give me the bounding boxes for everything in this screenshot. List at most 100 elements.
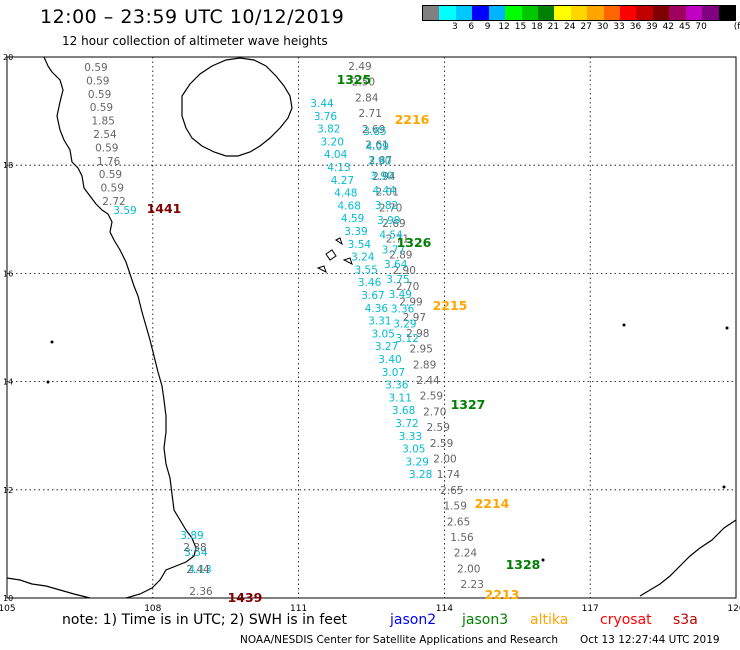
- wave-height-value: 2.24: [454, 548, 478, 560]
- colorbar-label: 18: [531, 22, 543, 32]
- wave-height-value: 3.36: [385, 380, 409, 392]
- pass-time-label: 1441: [147, 201, 182, 216]
- wave-height-value: 4.13: [188, 564, 211, 576]
- wave-height-value: 4.54: [379, 230, 403, 242]
- pass-time-label: 1327: [451, 397, 486, 412]
- wave-height-value: 2.94: [372, 171, 396, 183]
- wave-height-value: 3.67: [361, 290, 384, 302]
- y-tick-label: 20: [3, 53, 13, 62]
- wave-height-value: 3.75: [386, 274, 409, 286]
- wave-height-value: 0.59: [88, 89, 111, 101]
- colorbar-swatch: [636, 6, 653, 20]
- colorbar-swatch: [423, 6, 440, 20]
- colorbar-label: 15: [514, 22, 527, 32]
- pass-time-label: 2214: [475, 496, 510, 511]
- wave-height-value: 2.59: [420, 391, 443, 403]
- wave-height-value: 3.64: [384, 259, 408, 271]
- axis-ticks: 105 108 111 114 117 120 20 18 16 14 12 10: [0, 53, 740, 614]
- wave-height-value: 2.70: [396, 281, 419, 293]
- wave-height-values: 0.590.590.590.591.852.540.591.760.590.59…: [84, 61, 484, 598]
- wave-height-value: 4.13: [327, 162, 350, 174]
- wave-height-value: 3.40: [378, 354, 401, 366]
- wave-height-value: 2.71: [386, 234, 409, 246]
- colorbar-swatch: [537, 6, 555, 20]
- colorbar-label: 9: [484, 22, 491, 32]
- colorbar-swatch: [718, 6, 736, 20]
- wave-height-value: 3.27: [375, 341, 398, 353]
- wave-height-value: 3.54: [348, 239, 372, 251]
- page-subtitle: 12 hour collection of altimeter wave hei…: [62, 34, 328, 48]
- wave-height-value: 2.70: [423, 406, 446, 418]
- wave-height-value: 3.90: [368, 156, 391, 168]
- wave-height-value: 3.54: [184, 547, 208, 559]
- wave-height-value: 3.05: [402, 444, 425, 456]
- wave-height-value: 2.72: [102, 196, 125, 208]
- pass-time-label: 1439: [228, 590, 263, 605]
- wave-height-value: 2.44: [416, 375, 440, 387]
- pass-time-labels: 1441 1439 1325 1326 1327 1328 2216 2215 2214 2213: [147, 72, 541, 605]
- wave-height-value: 2.23: [461, 579, 484, 591]
- wave-height-value: 2.54: [93, 129, 117, 141]
- wave-height-value: 0.59: [95, 142, 118, 154]
- small-islands: [46, 323, 729, 562]
- y-tick-label: 14: [3, 378, 13, 387]
- x-tick-label: 120: [727, 604, 740, 614]
- colorbar-label: 45: [679, 22, 691, 32]
- wave-height-value: 2.99: [399, 297, 422, 309]
- wave-height-value: 3.20: [321, 136, 344, 148]
- wave-height-value: 0.59: [90, 102, 113, 114]
- wave-height-value: 2.89: [413, 359, 436, 371]
- wave-height-value: 0.59: [99, 169, 122, 181]
- colorbar-label: 21: [547, 22, 560, 32]
- wave-height-value: 3.11: [389, 392, 412, 404]
- wave-height-value: 3.49: [389, 289, 412, 301]
- wave-height-value: 3.72: [395, 418, 418, 430]
- colorbar-label: 27: [580, 22, 592, 32]
- colorbar-swatch: [702, 6, 719, 20]
- hainan-island: [181, 57, 293, 157]
- wave-height-value: 3.68: [392, 405, 415, 417]
- wave-height-value: 3.46: [358, 277, 382, 289]
- wave-height-value: 2.69: [382, 218, 405, 230]
- colorbar-swatch: [570, 6, 588, 20]
- wave-height-value: 2.87: [369, 155, 392, 167]
- wave-height-value: 2.00: [457, 563, 480, 575]
- wave-height-value: 3.85: [363, 126, 386, 138]
- satellite-jason2: jason2: [390, 612, 437, 628]
- wave-height-value: 2.90: [393, 265, 416, 277]
- wave-height-value: 3.29: [406, 456, 429, 468]
- wave-height-value: 3.89: [180, 530, 203, 542]
- colorbar-swatch: [603, 6, 621, 20]
- wave-height-value: 3.82: [317, 124, 340, 136]
- wave-height-value: 1.85: [92, 116, 115, 128]
- wave-height-value: 3.33: [399, 431, 422, 443]
- wave-height-value: 1.56: [450, 532, 474, 544]
- wave-height-value: 4.09: [366, 141, 389, 153]
- wave-height-value: 2.84: [355, 92, 379, 104]
- satellite-altika: altika: [530, 612, 569, 628]
- colorbar-swatch: [488, 6, 506, 20]
- wave-height-value: 4.59: [341, 213, 364, 225]
- x-tick-label: 111: [290, 604, 307, 614]
- wave-height-value: 2.69: [362, 124, 385, 136]
- footer-credit: NOAA/NESDIS Center for Satellite Applica…: [240, 634, 558, 646]
- wave-height-value: 0.59: [84, 62, 107, 74]
- y-tick-label: 12: [3, 486, 13, 495]
- colorbar-swatch: [521, 6, 538, 20]
- wave-height-value: 3.59: [113, 205, 136, 217]
- x-tick-label: 117: [582, 604, 599, 614]
- colorbar: [422, 5, 736, 21]
- pass-time-label: 2213: [485, 587, 520, 602]
- paracel-islands: [316, 237, 353, 273]
- footer-timestamp: Oct 13 12:27:44 UTC 2019: [580, 634, 720, 646]
- wave-height-value: 0.59: [86, 75, 109, 87]
- vietnam-coastline: [43, 56, 197, 599]
- wave-height-value: 2.01: [376, 187, 399, 199]
- wave-height-value: 4.48: [334, 188, 357, 200]
- wave-height-value: 4.36: [365, 303, 389, 315]
- wave-height-value: 3.76: [314, 111, 338, 123]
- pass-time-label: 1328: [506, 557, 541, 572]
- y-tick-label: 16: [3, 269, 13, 278]
- wave-height-value: 2.70: [379, 202, 402, 214]
